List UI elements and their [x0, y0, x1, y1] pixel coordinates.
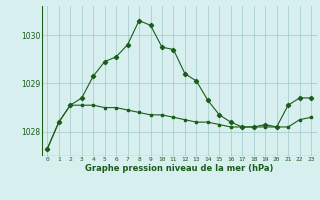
X-axis label: Graphe pression niveau de la mer (hPa): Graphe pression niveau de la mer (hPa) [85, 164, 273, 173]
